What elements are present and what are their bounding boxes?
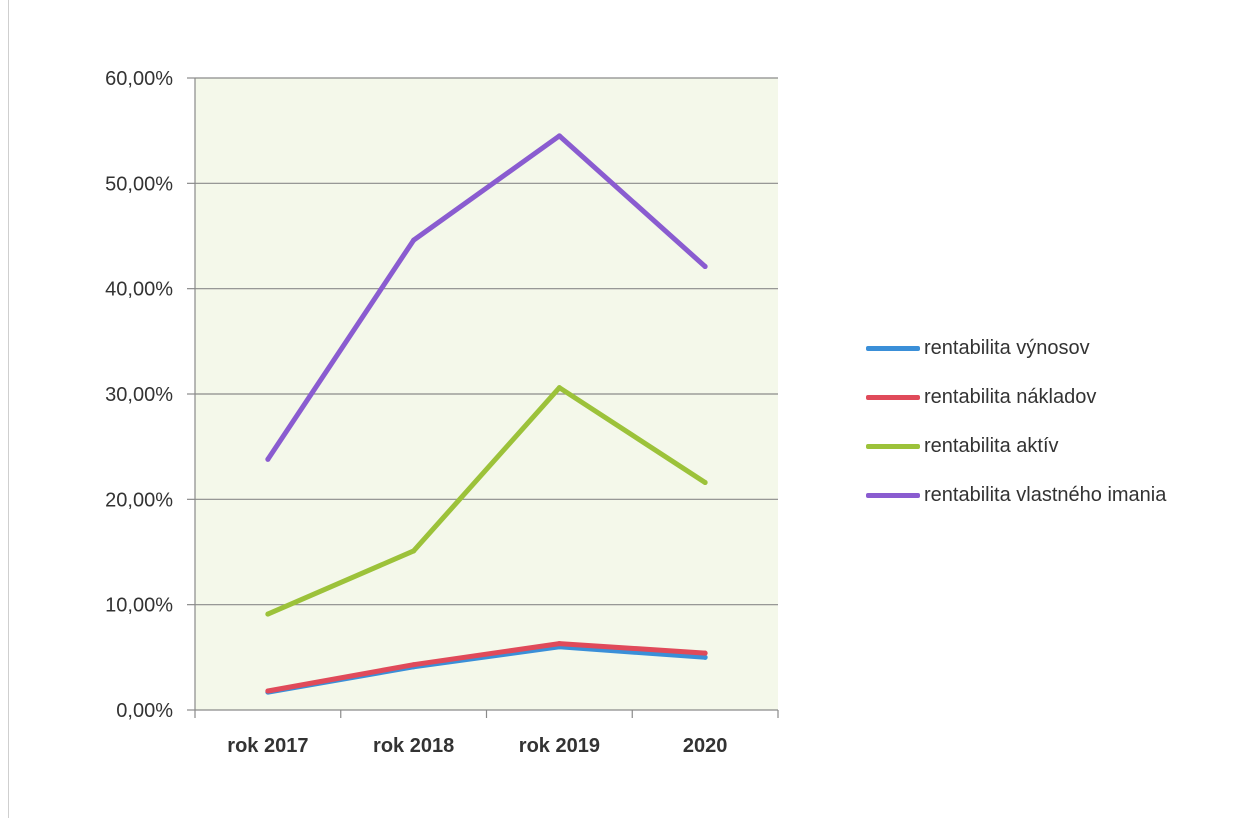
- gridlines: [195, 77, 778, 606]
- legend-item: rentabilita výnosov: [866, 324, 1166, 373]
- data-point: [411, 237, 417, 243]
- data-point: [702, 650, 708, 656]
- data-point: [265, 456, 271, 462]
- series-line: [265, 133, 708, 462]
- data-point: [265, 611, 271, 617]
- y-tick-label: 30,00%: [105, 384, 173, 406]
- data-point: [556, 385, 562, 391]
- y-tick-label: 50,00%: [105, 173, 173, 195]
- y-tick-label: 0,00%: [116, 700, 173, 722]
- series-line: [265, 385, 708, 617]
- series-line: [265, 641, 708, 694]
- x-tick-label: rok 2019: [519, 735, 600, 757]
- data-point: [411, 662, 417, 668]
- y-tick-label: 20,00%: [105, 489, 173, 511]
- y-tick-label: 40,00%: [105, 279, 173, 301]
- axes: 0,00% 10,00% 20,00% 30,00% 40,00% 50,00% 60,00…: [105, 68, 779, 757]
- legend: rentabilita výnosov rentabilita nákladov…: [866, 324, 1166, 520]
- legend-swatch: [866, 444, 920, 449]
- legend-label: rentabilita aktív: [924, 435, 1059, 457]
- data-point: [556, 133, 562, 139]
- y-tick-label: 10,00%: [105, 595, 173, 617]
- legend-item: rentabilita aktív: [866, 422, 1166, 471]
- data-point: [556, 641, 562, 647]
- y-tick-label: 60,00%: [105, 68, 173, 90]
- legend-swatch: [866, 493, 920, 498]
- data-point: [411, 548, 417, 554]
- legend-item: rentabilita nákladov: [866, 373, 1166, 422]
- page-left-rule: [8, 0, 9, 818]
- x-tick-label: 2020: [683, 735, 728, 757]
- legend-label: rentabilita vlastného imania: [924, 484, 1167, 506]
- legend-label: rentabilita výnosov: [924, 337, 1090, 359]
- data-point: [265, 688, 271, 694]
- x-tick-label: rok 2018: [373, 735, 454, 757]
- data-point: [702, 654, 708, 660]
- x-tick-label: rok 2017: [227, 735, 308, 757]
- data-point: [702, 479, 708, 485]
- legend-swatch: [866, 346, 920, 351]
- legend-item: rentabilita vlastného imania: [866, 471, 1166, 520]
- legend-swatch: [866, 395, 920, 400]
- series-lines: [265, 133, 708, 695]
- legend-label: rentabilita nákladov: [924, 386, 1097, 408]
- data-point: [702, 264, 708, 270]
